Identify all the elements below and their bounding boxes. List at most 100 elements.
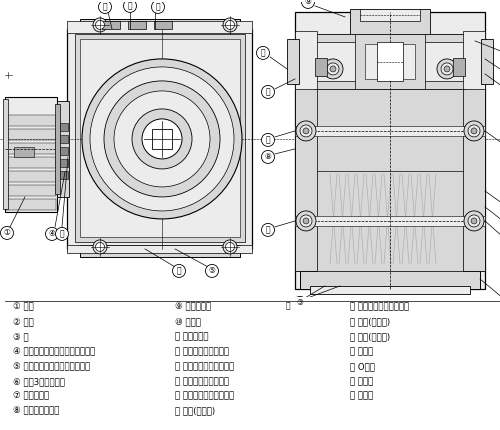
Bar [6,185,56,196]
Text: ⑱: ⑱ [260,49,266,58]
Circle shape [444,66,450,72]
Circle shape [0,227,14,240]
Bar [6,143,56,154]
Circle shape [296,121,316,141]
Text: ㉓: ㉓ [102,3,108,12]
Bar [295,49,317,271]
Circle shape [82,59,242,219]
Text: ①: ① [4,228,10,237]
Text: ⑯ 轴承(输出轴): ⑯ 轴承(输出轴) [174,406,215,415]
Text: ⑤ 第一段齿轮（准双曲面齿轮）: ⑤ 第一段齿轮（准双曲面齿轮） [13,362,90,371]
Text: ③ 盖: ③ 盖 [13,332,28,341]
Text: ⑤: ⑤ [208,267,216,276]
Bar [57,101,69,197]
Circle shape [262,224,274,236]
Text: ⑨: ⑨ [304,0,312,6]
Circle shape [93,18,107,32]
Bar [152,129,172,149]
Bar [315,58,327,76]
Text: ⑭: ⑭ [266,135,270,144]
Circle shape [330,66,336,72]
Bar [355,34,425,89]
Circle shape [262,133,274,147]
Bar [75,34,245,242]
Bar [55,104,60,194]
Circle shape [223,240,237,254]
Text: ⑧ 第三轴带小齿轮: ⑧ 第三轴带小齿轮 [13,406,60,415]
Circle shape [206,264,218,277]
Circle shape [303,218,309,224]
Bar [6,199,56,210]
Circle shape [471,128,477,134]
Text: ⑫ 轴承（第二轴盖端）: ⑫ 轴承（第二轴盖端） [174,347,229,356]
Bar [310,286,470,294]
Circle shape [142,119,182,159]
Circle shape [262,150,274,163]
Circle shape [93,240,107,254]
Bar [295,216,485,226]
Text: ⑲ 油封(电机轴): ⑲ 油封(电机轴) [350,332,391,341]
Text: ⑲: ⑲ [176,267,182,276]
Circle shape [468,125,480,137]
Bar [315,34,465,42]
Text: ⑪ 空心轴输出: ⑪ 空心轴输出 [174,332,208,341]
Bar [287,39,299,84]
Bar [6,157,56,168]
Text: ⑳ 密封盖: ⑳ 密封盖 [350,347,374,356]
Bar [300,271,480,289]
Bar [463,49,485,271]
Circle shape [437,59,457,79]
Text: ⑧: ⑧ [264,152,272,161]
Circle shape [132,109,192,169]
Circle shape [323,59,343,79]
Bar [80,39,240,237]
Circle shape [96,20,104,29]
Bar [60,135,68,143]
Bar [14,147,34,157]
Bar [315,81,465,89]
Circle shape [300,125,312,137]
Circle shape [114,91,210,187]
Circle shape [327,63,339,75]
Bar [80,19,240,31]
Circle shape [471,218,477,224]
Bar [60,123,68,131]
Text: ⑶ 过滤器: ⑶ 过滤器 [350,377,374,386]
Circle shape [468,215,480,227]
Circle shape [300,215,312,227]
Bar [154,21,172,29]
Bar [128,21,146,29]
Bar [3,99,8,209]
Text: ④ 电机小齿轮（准双曲面小齿轮）: ④ 电机小齿轮（准双曲面小齿轮） [13,347,96,356]
Bar [6,115,56,126]
Circle shape [296,211,316,231]
Text: ㉑: ㉑ [286,301,290,310]
Bar [6,129,56,140]
Circle shape [441,63,453,75]
Bar [317,49,463,271]
Circle shape [90,67,234,211]
Text: ① 电机: ① 电机 [13,303,34,312]
Text: ③: ③ [296,298,304,307]
Text: ④: ④ [48,230,56,238]
Bar [350,9,430,34]
Bar [80,245,240,257]
Circle shape [302,0,314,9]
Bar [60,147,68,155]
Bar [481,39,493,84]
Text: ⑥ 带第3轴的小齿轮: ⑥ 带第3轴的小齿轮 [13,377,65,386]
Bar [67,245,252,253]
Text: ② 笱体: ② 笱体 [13,317,34,326]
Bar [67,29,252,249]
Circle shape [172,264,186,277]
Bar [60,159,68,167]
Text: ⑩ 输出轴: ⑩ 输出轴 [174,317,201,326]
Text: ⑦ 第二段齿轮: ⑦ 第二段齿轮 [13,392,49,401]
Circle shape [56,227,68,240]
Bar [317,171,463,271]
Text: ⑮ 轴承（第三轴笱体端）: ⑮ 轴承（第三轴笱体端） [174,392,234,401]
Bar [315,34,465,89]
Circle shape [303,128,309,134]
Circle shape [294,296,306,310]
Circle shape [262,86,274,98]
